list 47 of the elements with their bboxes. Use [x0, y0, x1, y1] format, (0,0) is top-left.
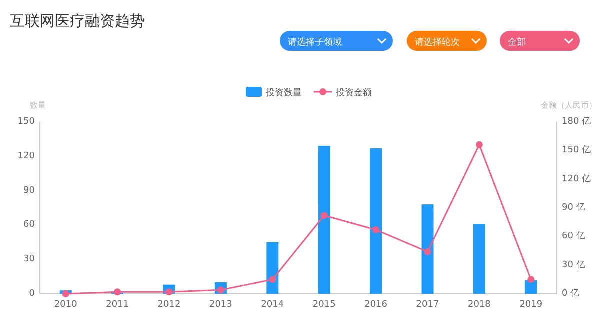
y2-axis-title: 金额（人民币） [541, 101, 597, 110]
bar [266, 242, 279, 294]
y2-tick-label: 60 亿 [562, 230, 586, 242]
point [320, 212, 328, 220]
bar [525, 280, 538, 294]
dropdown: 全部 [500, 31, 580, 51]
x-tick-label: 2017 [416, 300, 440, 310]
chart-title: 互联网医疗融资趋势 [10, 12, 145, 30]
x-tick-label: 2014 [261, 300, 284, 310]
point [424, 248, 432, 256]
x-tick-label: 2010 [54, 300, 78, 310]
x-tick-label: 2018 [468, 300, 492, 310]
bar [473, 224, 486, 294]
y2-tick-label: 30 亿 [562, 259, 586, 270]
dropdown: 请选择轮次 [407, 31, 487, 51]
y-axis-title: 数量 [30, 101, 46, 110]
x-tick-label: 2019 [520, 300, 543, 310]
y2-tick-label: 90 亿 [562, 202, 586, 213]
bar [422, 204, 434, 294]
y-tick-label: 150 [18, 117, 36, 127]
y-tick-label: 0 [29, 289, 36, 299]
y-tick-label: 90 [24, 186, 36, 196]
x-tick-label: 2012 [158, 300, 181, 310]
legend-label: 投资数量 [265, 88, 302, 98]
x-tick-label: 2011 [106, 300, 130, 310]
point [62, 290, 70, 298]
bar [370, 148, 382, 294]
point [372, 226, 380, 234]
y2-tick-label: 120 亿 [562, 173, 592, 184]
legend-label: 投资金额 [335, 88, 372, 98]
point [476, 141, 483, 148]
y2-tick-label: 150 亿 [562, 144, 592, 156]
x-tick-label: 2013 [209, 300, 232, 310]
x-tick-label: 2015 [312, 300, 336, 310]
y-tick-label: 60 [24, 220, 36, 230]
bar [318, 146, 330, 294]
y-tick-label: 120 [18, 151, 36, 162]
legend-item: 投资金额 [314, 88, 372, 98]
legend-item: 投资数量 [246, 87, 302, 98]
x-tick-label: 2016 [364, 300, 388, 310]
y2-tick-label: 180 亿 [562, 116, 592, 127]
y2-tick-label: 0 亿 [562, 288, 580, 299]
point [114, 288, 122, 296]
point [269, 276, 276, 284]
y-tick-label: 30 [24, 254, 36, 265]
point [528, 276, 535, 284]
dropdown: 请选择子领域 [280, 31, 393, 51]
